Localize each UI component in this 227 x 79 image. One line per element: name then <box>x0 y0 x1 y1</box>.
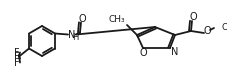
Text: F: F <box>14 47 20 58</box>
Text: F: F <box>14 53 20 62</box>
Text: O: O <box>202 26 210 36</box>
Text: H: H <box>72 33 78 43</box>
Text: CH₃: CH₃ <box>108 15 124 24</box>
Text: N: N <box>170 47 178 57</box>
Text: CH₂CH₃: CH₂CH₃ <box>221 23 227 32</box>
Text: N: N <box>68 30 75 41</box>
Text: O: O <box>78 14 85 23</box>
Text: O: O <box>138 48 146 58</box>
Text: O: O <box>188 12 196 22</box>
Text: F: F <box>14 58 20 67</box>
